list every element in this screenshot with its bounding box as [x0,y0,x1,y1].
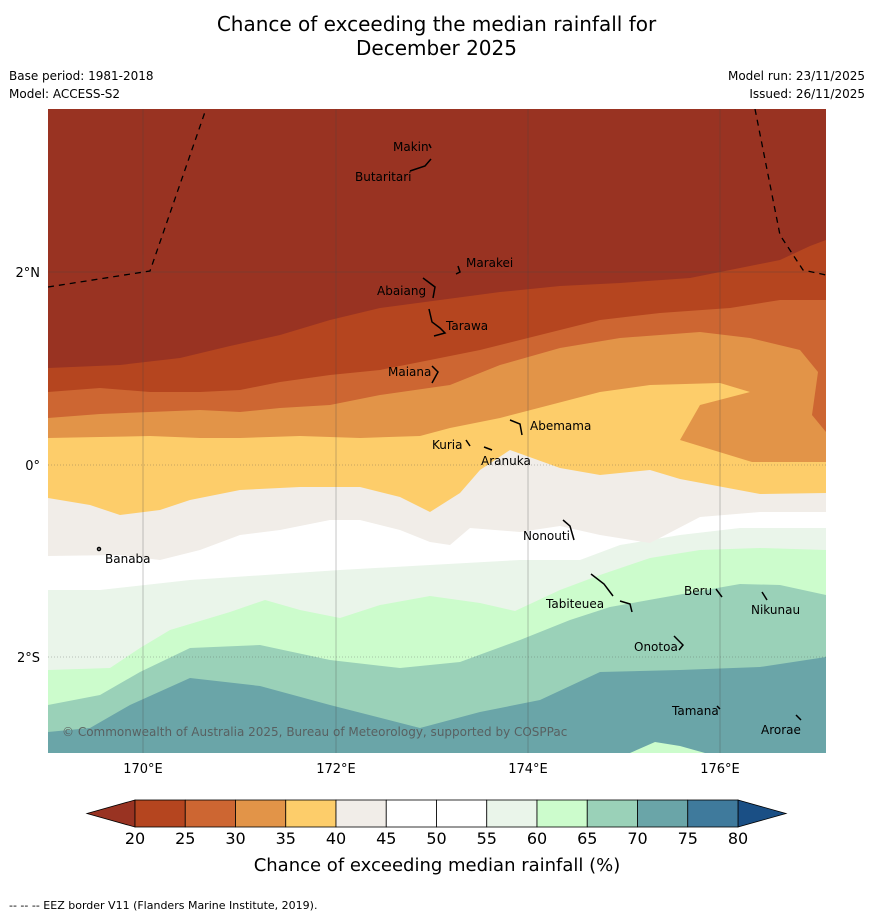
colorbar-high-extension [737,799,788,828]
colorbar-segment [486,799,538,828]
outline-tarawa [428,308,447,337]
outline-abemama [509,419,523,436]
label-kuria: Kuria [432,438,463,452]
outline-nikunau [761,591,768,601]
label-abemama: Abemama [530,419,591,433]
colorbar-tick-label: 55 [477,829,497,848]
graticule [48,109,826,753]
label-banaba: Banaba [105,552,151,566]
colorbar-tick-label: 45 [376,829,396,848]
colorbar-tick-label: 20 [125,829,145,848]
lon-label-174e: 174°E [508,762,548,777]
meta-right: Model run: 23/11/2025 Issued: 26/11/2025 [728,67,865,103]
outline-arorae [795,714,802,721]
outline-butaritari [409,158,432,172]
outline-nonouti [562,519,575,541]
colorbar-tick-label: 60 [527,829,547,848]
colorbar-segment [586,799,638,828]
label-tabiteuea: Tabiteuea [545,597,604,611]
model-run: Model run: 23/11/2025 [727,69,865,83]
label-marakei: Marakei [466,256,513,270]
label-maiana: Maiana [388,365,431,379]
outline-banaba [96,546,102,552]
label-tamana: Tamana [671,704,719,718]
outline-tabiteuea-north [590,573,614,597]
label-butaritari: Butaritari [355,170,412,184]
label-onotoa: Onotoa [634,640,678,654]
colorbar-tick-label: 25 [175,829,195,848]
label-arorae: Arorae [761,723,801,737]
outline-aranuka [483,446,493,451]
colorbar-segment [335,799,387,828]
colorbar-tick-label: 40 [326,829,346,848]
colorbar-segment [436,799,488,828]
colorbar-segment [184,799,236,828]
lat-label-2s: 2°S [17,651,40,666]
base-period: Base period: 1981-2018 [9,69,154,83]
colorbar-segment [687,799,739,828]
outline-abaiang [422,277,436,299]
lon-axis: 170°E 172°E 174°E 176°E [123,762,740,777]
eez-border [48,109,826,288]
colorbar-tick-label: 65 [577,829,597,848]
band-70-75 [48,657,826,753]
lon-label-176e: 176°E [700,762,740,777]
lat-label-2n: 2°N [16,266,41,281]
copyright-notice: © Commonwealth of Australia 2025, Bureau… [62,725,567,739]
label-tarawa: Tarawa [445,319,488,333]
outline-beru [715,588,723,598]
colorbar-tick-label: 70 [627,829,647,848]
map-title: Chance of exceeding the median rainfall … [0,12,873,60]
label-makin: Makin [393,140,429,154]
outline-tabiteuea-south [619,600,633,613]
colorbar: 20 25 30 35 40 45 50 55 60 65 70 75 80 [85,799,788,848]
colorbar-segment [134,799,186,828]
colorbar-low-extension [85,799,136,828]
outline-kuria [465,439,471,447]
map-panel: Makin Butaritari Marakei Abaiang Tarawa … [48,109,826,753]
label-aranuka: Aranuka [481,454,531,468]
colorbar-segment [385,799,437,828]
band-60-65-south [630,742,705,753]
title-line-1: Chance of exceeding the median rainfall … [216,12,657,36]
title-line-2: December 2025 [356,36,517,60]
label-nonouti: Nonouti [523,529,570,543]
colorbar-segment [285,799,337,828]
colorbar-segment [235,799,287,828]
model-name: Model: ACCESS-S2 [9,87,121,101]
lon-label-172e: 172°E [316,762,356,777]
label-abaiang: Abaiang [377,284,426,298]
issued-date: Issued: 26/11/2025 [749,87,865,101]
island-labels: Makin Butaritari Marakei Abaiang Tarawa … [105,140,801,737]
colorbar-segment [637,799,689,828]
outline-tamana [716,705,721,710]
eez-footnote: -- -- -- EEZ border V11 (Flanders Marine… [9,899,318,912]
label-beru: Beru [684,584,712,598]
lat-label-0: 0° [25,459,40,474]
colorbar-segment [536,799,588,828]
colorbar-tick-label: 30 [225,829,245,848]
lat-axis: 2°N 0° 2°S [16,266,41,666]
meta-left: Base period: 1981-2018 Model: ACCESS-S2 [9,67,154,103]
label-nikunau: Nikunau [751,603,800,617]
lon-label-170e: 170°E [123,762,163,777]
eez-border-west [48,109,207,288]
outline-onotoa [673,635,685,651]
colorbar-tick-label: 35 [276,829,296,848]
colorbar-label: Chance of exceeding median rainfall (%) [254,855,621,876]
island-outlines [96,143,802,721]
colorbar-tick-label: 80 [728,829,748,848]
colorbar-tick-label: 50 [426,829,446,848]
band-below-20 [48,109,826,368]
outline-makin [428,143,432,149]
outline-maiana [431,365,439,384]
outline-marakei [455,265,461,275]
colorbar-tick-label: 75 [678,829,698,848]
